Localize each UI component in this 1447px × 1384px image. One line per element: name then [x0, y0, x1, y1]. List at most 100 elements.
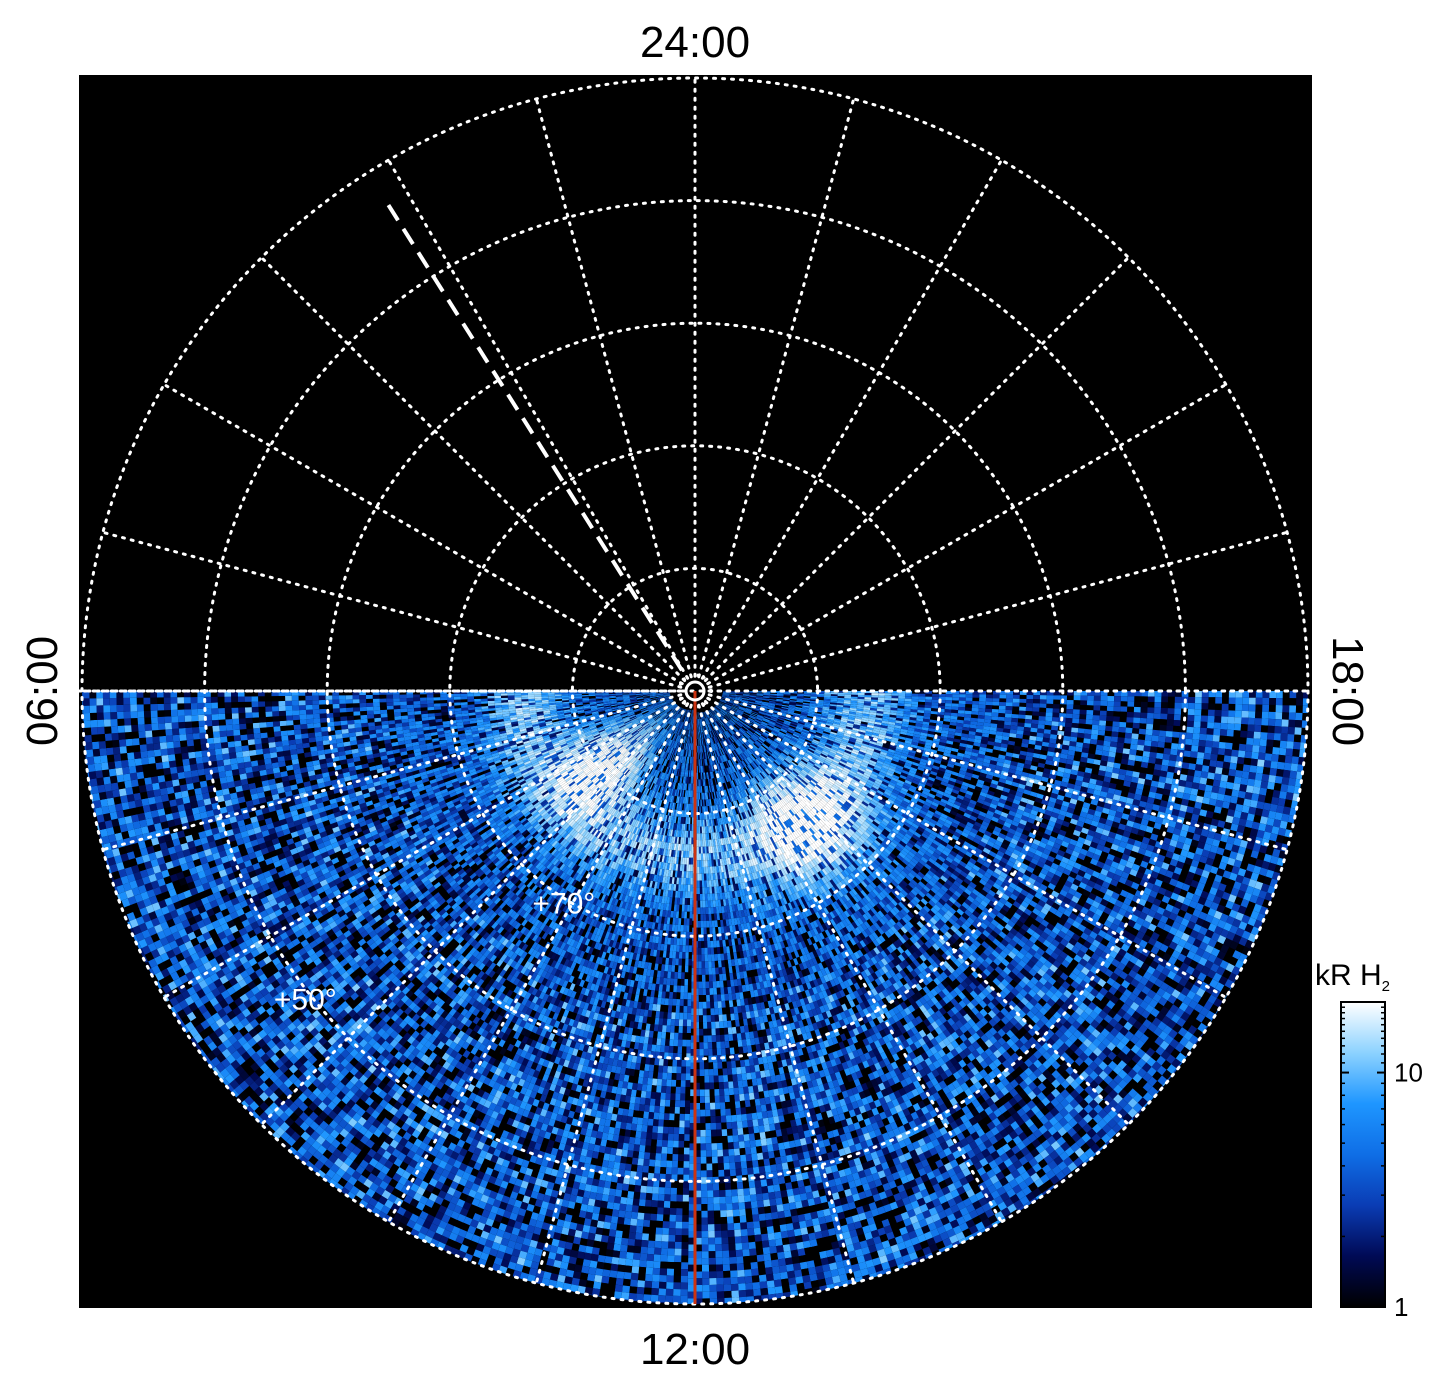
emission-cell: [1013, 749, 1021, 755]
emission-cell: [1038, 715, 1046, 721]
emission-cell: [1281, 776, 1290, 785]
emission-cell: [900, 728, 908, 733]
emission-cell: [1159, 724, 1167, 731]
emission-cell: [783, 697, 791, 700]
emission-cell: [796, 698, 804, 701]
emission-cell: [1105, 725, 1113, 732]
emission-cell: [1037, 728, 1045, 734]
emission-cell: [856, 710, 864, 714]
emission-cell: [904, 703, 912, 707]
emission-cell: [828, 712, 836, 715]
emission-cell: [790, 695, 798, 698]
emission-cell: [907, 727, 915, 732]
emission-cell: [1193, 770, 1202, 778]
emission-cell: [1127, 706, 1135, 713]
emission-cell: [947, 734, 955, 739]
emission-cell: [927, 730, 935, 735]
emission-cell: [1228, 697, 1236, 705]
emission-cell: [1282, 705, 1290, 713]
emission-cell: [967, 737, 975, 743]
emission-cell: [1075, 742, 1084, 748]
emission-cell: [1049, 734, 1058, 740]
emission-cell: [770, 692, 778, 694]
emission-cell: [958, 700, 966, 705]
emission-cell: [1127, 701, 1135, 707]
emission-cell: [909, 714, 917, 718]
emission-cell: [1101, 750, 1110, 757]
emission-cell: [749, 695, 757, 697]
emission-cell: [1125, 722, 1134, 729]
emission-cell: [776, 693, 784, 696]
emission-cell: [803, 700, 811, 703]
emission-cell: [844, 694, 852, 697]
emission-cell: [1146, 718, 1154, 725]
emission-cell: [721, 695, 729, 698]
emission-cell: [1232, 783, 1241, 791]
emission-cell: [835, 713, 843, 717]
emission-cell: [974, 735, 982, 740]
emission-cell: [1187, 769, 1195, 777]
emission-cell: [945, 703, 952, 707]
emission-cell: [1194, 715, 1202, 722]
emission-cell: [916, 715, 924, 719]
emission-cell: [1249, 799, 1258, 808]
emission-cell: [770, 693, 777, 695]
emission-cell: [1277, 761, 1285, 770]
emission-cell: [897, 700, 905, 704]
emission-cell: [735, 695, 743, 697]
emission-cell: [992, 694, 1000, 699]
emission-cell: [1171, 737, 1179, 744]
emission-cell: [848, 713, 856, 717]
emission-cell: [836, 701, 844, 704]
emission-cell: [804, 692, 811, 694]
emission-cell: [1008, 736, 1016, 742]
emission-cell: [1189, 757, 1197, 765]
emission-cell: [1198, 739, 1206, 747]
emission-cell: [735, 694, 743, 697]
emission-cell: [857, 698, 865, 702]
emission-cell: [796, 699, 804, 702]
emission-cell: [729, 695, 736, 697]
emission-cell: [856, 704, 864, 708]
emission-cell: [1053, 691, 1061, 696]
emission-cell: [857, 700, 865, 704]
emission-cell: [882, 713, 890, 718]
emission-cell: [1134, 701, 1142, 708]
emission-cell: [1226, 729, 1234, 737]
emission-cell: [824, 692, 832, 695]
emission-cell: [1283, 762, 1292, 771]
emission-cell: [1083, 733, 1092, 740]
emission-cell: [1049, 738, 1057, 744]
emission-cell: [1157, 741, 1165, 748]
emission-cell: [1260, 780, 1269, 789]
emission-cell: [1203, 752, 1212, 760]
emission-cell: [1265, 746, 1273, 755]
emission-cell: [1040, 750, 1048, 756]
emission-cell: [961, 730, 970, 735]
emission-cell: [789, 703, 796, 706]
emission-cell: [910, 711, 918, 716]
emission-cell: [997, 716, 1005, 722]
emission-cell: [1119, 716, 1127, 723]
emission-cell: [1185, 732, 1194, 740]
emission-cell: [1102, 745, 1110, 752]
emission-cell: [984, 719, 992, 724]
emission-cell: [871, 695, 879, 698]
emission-cell: [1012, 710, 1020, 715]
emission-cell: [1075, 746, 1083, 753]
emission-cell: [735, 697, 742, 700]
emission-cell: [1188, 691, 1196, 698]
emission-cell: [883, 711, 891, 715]
emission-cell: [1099, 710, 1107, 716]
emission-cell: [1206, 728, 1214, 735]
emission-cell: [1193, 727, 1201, 734]
emission-cell: [1178, 737, 1186, 745]
emission-cell: [1019, 694, 1027, 700]
emission-cell: [1278, 747, 1287, 756]
emission-cell: [729, 694, 737, 696]
emission-cell: [1079, 709, 1087, 715]
emission-cell: [1268, 718, 1276, 727]
emission-cell: [1033, 748, 1042, 755]
emission-cell: [1121, 753, 1130, 760]
emission-cell: [1261, 711, 1269, 719]
